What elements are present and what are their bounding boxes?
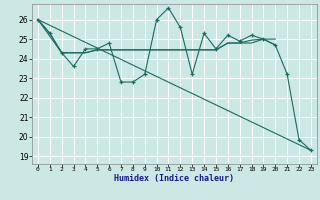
X-axis label: Humidex (Indice chaleur): Humidex (Indice chaleur) [115,174,234,183]
